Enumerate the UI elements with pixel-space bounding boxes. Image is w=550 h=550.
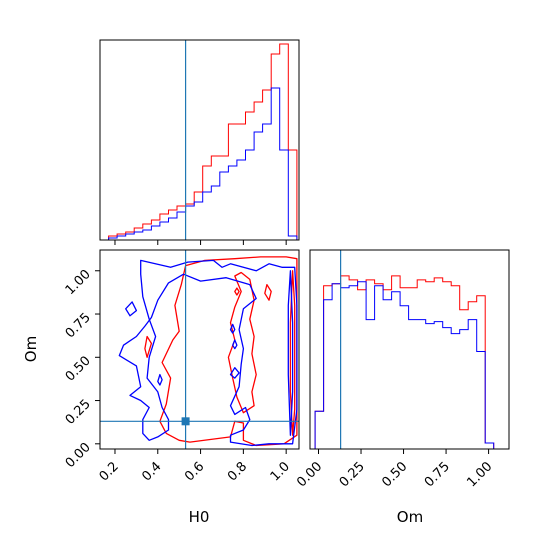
contour-x-tick-label: 1.0: [268, 459, 293, 484]
histogram-Om-marks: [314, 250, 495, 449]
truth-marker: [181, 417, 190, 426]
contour-series-0-level-2: [264, 283, 272, 301]
histogram-H0-marks: [100, 40, 298, 241]
histogram-H0-panel: [99, 39, 300, 245]
contour-series-0-level-4: [144, 335, 153, 358]
histogram-Om-x-tick-label: 0.75: [422, 459, 453, 490]
contour-H0-Om-ticks: 0.2 0.4 0.6 0.8 1.0 0.00 0.25 0.50 0.75 1.00: [63, 267, 293, 484]
x-axis-label-H0: H0: [189, 508, 210, 526]
histogram-Om-panel: 0.00 0.25 0.50 0.75 1.00 Om: [294, 249, 510, 526]
contour-x-tick-label: 0.2: [97, 459, 122, 484]
contour-y-tick-label: 1.00: [63, 267, 94, 298]
y-axis-label-Om: Om: [22, 336, 40, 362]
contour-series-0-level-5: [289, 270, 296, 436]
contour-series-1-level-5: [229, 323, 236, 334]
contour-H0-Om-panel: 0.2 0.4 0.6 0.8 1.0 0.00 0.25 0.50 0.75 1.00 H0 O…: [22, 249, 300, 526]
histogram-H0-series-1: [100, 87, 298, 241]
contour-y-tick-label: 0.25: [63, 397, 94, 428]
contour-y-tick-label: 0.00: [63, 440, 94, 471]
x-axis-label-Om: Om: [397, 508, 423, 526]
histogram-Om-x-ticks: 0.00 0.25 0.50 0.75 1.00: [294, 449, 495, 490]
contour-series-1-level-6: [287, 270, 294, 436]
contour-series-1-level-0: [118, 259, 298, 447]
contour-series-1-level-3: [232, 339, 238, 350]
histogram-Om-frame: [309, 249, 510, 450]
contour-H0-Om-frame: [99, 249, 300, 450]
histogram-Om-series-0: [314, 275, 495, 449]
contour-y-tick-label: 0.50: [63, 354, 94, 385]
contour-x-tick-label: 0.4: [139, 459, 164, 484]
histogram-Om-series-1: [314, 281, 495, 449]
histogram-H0-frame: [99, 39, 300, 241]
contour-x-tick-label: 0.8: [225, 459, 250, 484]
histogram-Om-x-tick-label: 1.00: [464, 459, 495, 490]
contour-series-1-level-4: [229, 367, 240, 379]
histogram-H0-series-0: [100, 43, 298, 241]
contour-series-0-level-0: [159, 256, 298, 447]
histogram-Om-x-tick-label: 0.25: [337, 459, 368, 490]
histogram-Om-x-tick-label: 0.50: [379, 459, 410, 490]
contour-series-1-level-2: [157, 373, 163, 386]
histogram-H0-x-ticks: [114, 240, 287, 245]
contour-series-1-level-1: [125, 301, 138, 317]
histogram-Om-x-tick-label: 0.00: [294, 459, 325, 490]
contour-H0-Om-marks: [100, 250, 299, 449]
contour-y-tick-label: 0.75: [63, 310, 94, 341]
contour-x-tick-label: 0.6: [182, 459, 207, 484]
contour-series-0-level-3: [234, 287, 240, 296]
